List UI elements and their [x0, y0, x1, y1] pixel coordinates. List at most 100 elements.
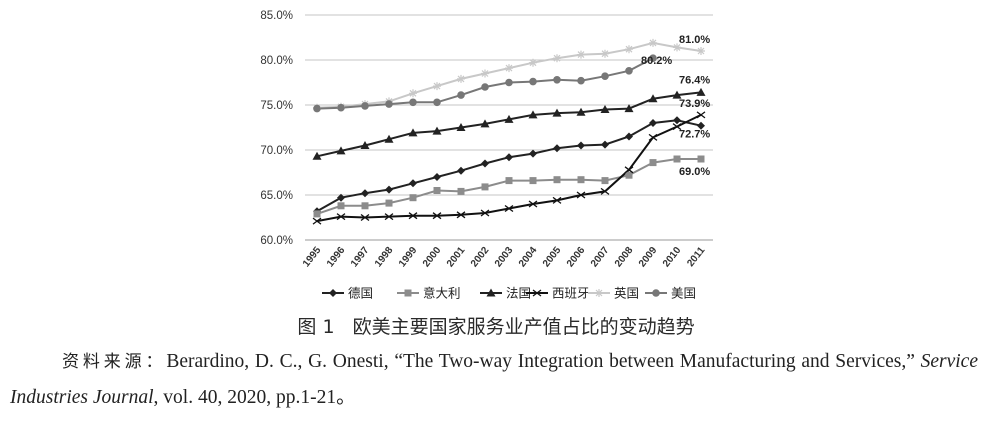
marker-英国-2004 [529, 58, 537, 67]
legend-marker-美国 [652, 289, 660, 297]
marker-西班牙-2010 [672, 123, 682, 131]
marker-英国-2009 [649, 38, 657, 47]
marker-美国-2001 [457, 91, 465, 99]
marker-德国-2005 [553, 144, 561, 153]
marker-法国-1999 [408, 128, 418, 137]
marker-意大利-2004 [529, 177, 537, 185]
legend-marker-德国 [329, 289, 337, 297]
series-line-德国 [316, 119, 702, 213]
marker-德国-1996 [337, 193, 345, 202]
x-tick-label: 1996 [325, 245, 348, 270]
series-line-英国 [316, 41, 702, 109]
marker-德国-2010 [673, 116, 681, 125]
series-line-法国 [316, 91, 702, 158]
marker-法国-2003 [504, 114, 514, 123]
marker-西班牙-2011 [696, 111, 706, 119]
figure-title: 欧美主要国家服务业产值占比的变动趋势 [352, 316, 695, 338]
marker-美国-2000 [433, 98, 441, 107]
legend-marker-意大利 [404, 289, 412, 297]
marker-西班牙-1998 [384, 213, 394, 221]
legend: 德国 意大利 法国 西班牙 英国 美国 [322, 286, 696, 301]
x-tick-label: 2010 [661, 245, 684, 270]
data-label-法国: 76.4% [679, 74, 710, 86]
marker-德国-2006 [577, 141, 585, 150]
legend-label-法国: 法国 [506, 286, 531, 301]
legend-label-德国: 德国 [348, 286, 373, 301]
y-tick-label: 70.0% [260, 145, 293, 157]
legend-marker-西班牙 [532, 289, 542, 297]
series-line-意大利 [316, 158, 701, 215]
source-journal: Service Industries Journal [10, 351, 978, 408]
marker-英国-2003 [505, 64, 513, 73]
marker-西班牙-2003 [504, 204, 514, 213]
data-label-西班牙: 73.9% [679, 98, 710, 110]
marker-美国-1996 [337, 103, 345, 112]
marker-法国-1996 [336, 146, 346, 155]
marker-英国-2005 [553, 54, 561, 63]
marker-美国-1999 [409, 98, 417, 107]
marker-意大利-1998 [385, 199, 393, 207]
marker-西班牙-1999 [408, 212, 418, 220]
marker-英国-2011 [697, 47, 705, 55]
marker-英国-2002 [481, 69, 489, 78]
marker-意大利-2003 [505, 177, 513, 185]
marker-英国-2006 [577, 50, 585, 59]
marker-西班牙-2004 [528, 200, 538, 208]
marker-意大利-2011 [697, 155, 705, 163]
marker-美国-2008 [625, 67, 633, 75]
y-tick-label: 80.0% [260, 55, 293, 67]
marker-意大利-2007 [601, 177, 609, 185]
figure-number: 图 1 [297, 316, 335, 338]
series-markers [312, 38, 706, 225]
marker-美国-2002 [481, 83, 489, 91]
marker-西班牙-2002 [480, 209, 490, 217]
x-tick-label: 1995 [301, 245, 324, 270]
marker-英国-2007 [601, 49, 609, 58]
marker-法国-2007 [600, 105, 610, 113]
source-lead: 资料来源： [62, 352, 167, 372]
marker-西班牙-1997 [360, 213, 370, 222]
x-tick-label: 2002 [469, 245, 492, 270]
marker-西班牙-2008 [624, 166, 634, 174]
marker-意大利-1997 [361, 202, 369, 210]
marker-西班牙-1996 [336, 213, 346, 221]
marker-英国-1999 [409, 89, 417, 98]
marker-法国-2010 [672, 90, 682, 99]
marker-意大利-1999 [409, 194, 417, 202]
legend-label-意大利: 意大利 [423, 286, 461, 301]
marker-法国-2008 [624, 104, 634, 113]
data-label-意大利: 69.0% [679, 166, 710, 178]
legend-label-英国: 英国 [614, 286, 639, 301]
x-tick-label: 2004 [517, 245, 540, 270]
marker-美国-2006 [577, 76, 585, 85]
marker-美国-2007 [601, 72, 609, 80]
marker-意大利-1995 [313, 210, 321, 218]
y-tick-label: 60.0% [260, 235, 293, 247]
marker-德国-1998 [385, 185, 393, 194]
marker-意大利-2009 [649, 159, 657, 167]
source-citation-tail: , vol. 40, 2020, pp.1-21。 [153, 387, 356, 408]
marker-法国-1995 [312, 151, 322, 160]
marker-美国-2005 [553, 76, 561, 84]
x-tick-label: 2006 [565, 245, 588, 270]
source-citation: Berardino, D. C., G. Onesti, “The Two-wa… [166, 351, 921, 372]
marker-法国-2011 [696, 87, 706, 96]
x-axis-tick-labels: 1995 1996 1997 1998 1999 2000 2001 2002 2003 2004… [301, 245, 708, 270]
marker-法国-1998 [384, 134, 394, 143]
marker-法国-2001 [456, 123, 466, 131]
marker-西班牙-2000 [432, 212, 442, 220]
x-tick-label: 1998 [373, 245, 396, 270]
marker-法国-2002 [480, 119, 490, 128]
x-tick-label: 2001 [445, 245, 468, 270]
marker-美国-2003 [505, 78, 513, 87]
marker-西班牙-2007 [600, 187, 610, 195]
marker-法国-2006 [576, 107, 586, 116]
y-axis-tick-labels: 60.0% 65.0% 70.0% 75.0% 80.0% 85.0% [260, 10, 293, 247]
marker-西班牙-1995 [312, 217, 322, 225]
marker-德国-2003 [505, 153, 513, 162]
figure-caption: 图 1 欧美主要国家服务业产值占比的变动趋势 [0, 312, 992, 339]
marker-美国-1998 [385, 100, 393, 108]
marker-英国-2008 [625, 45, 633, 54]
x-tick-label: 2008 [613, 245, 636, 270]
marker-德国-2007 [601, 140, 609, 149]
